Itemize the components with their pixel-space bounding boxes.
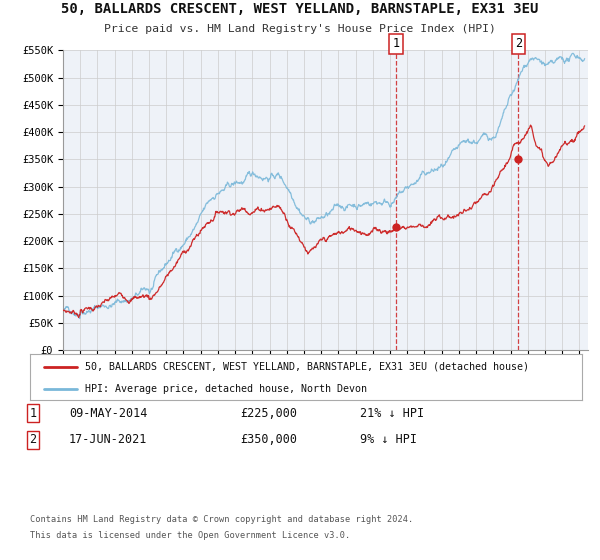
Text: 1: 1: [392, 38, 400, 50]
Text: 50, BALLARDS CRESCENT, WEST YELLAND, BARNSTAPLE, EX31 3EU (detached house): 50, BALLARDS CRESCENT, WEST YELLAND, BAR…: [85, 362, 529, 372]
Text: 21% ↓ HPI: 21% ↓ HPI: [360, 407, 424, 420]
Text: 2: 2: [515, 38, 522, 50]
Text: 50, BALLARDS CRESCENT, WEST YELLAND, BARNSTAPLE, EX31 3EU: 50, BALLARDS CRESCENT, WEST YELLAND, BAR…: [61, 2, 539, 16]
Text: HPI: Average price, detached house, North Devon: HPI: Average price, detached house, Nort…: [85, 384, 367, 394]
Text: 1: 1: [29, 407, 37, 420]
Text: This data is licensed under the Open Government Licence v3.0.: This data is licensed under the Open Gov…: [30, 531, 350, 540]
Text: 09-MAY-2014: 09-MAY-2014: [69, 407, 148, 420]
Text: 17-JUN-2021: 17-JUN-2021: [69, 433, 148, 446]
Text: £350,000: £350,000: [240, 433, 297, 446]
Text: 9% ↓ HPI: 9% ↓ HPI: [360, 433, 417, 446]
Text: Price paid vs. HM Land Registry's House Price Index (HPI): Price paid vs. HM Land Registry's House …: [104, 24, 496, 34]
Text: £225,000: £225,000: [240, 407, 297, 420]
Text: Contains HM Land Registry data © Crown copyright and database right 2024.: Contains HM Land Registry data © Crown c…: [30, 515, 413, 524]
Text: 2: 2: [29, 433, 37, 446]
